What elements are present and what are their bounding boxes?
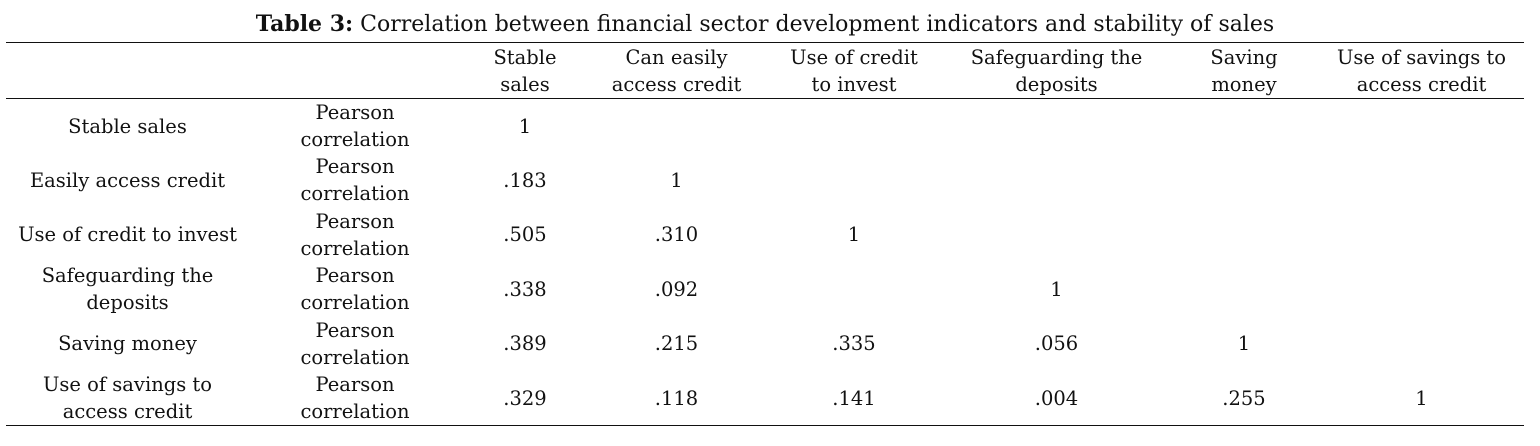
table-row: Stable sales Pearson correlation 1: [6, 99, 1524, 154]
table-cell: .215: [654, 332, 699, 356]
table-cell: [944, 153, 1169, 208]
statistic-label: Pearson correlation: [300, 101, 410, 151]
row-label: Safeguarding the deposits: [41, 264, 214, 315]
table-cell: [944, 99, 1169, 154]
table-cell: .092: [654, 277, 699, 301]
statistic-label: Pearson correlation: [300, 264, 410, 315]
column-header-6: Saving money: [1169, 42, 1319, 99]
table-cell: 1: [1237, 332, 1251, 356]
table-header: Stable sales Can easily access credit Use of…: [6, 42, 1524, 99]
table-cell: .118: [589, 371, 764, 426]
table-cell: [1319, 317, 1524, 372]
statistic-label: Pearson correlation: [249, 371, 461, 426]
table-row: Safeguarding the deposits Pearson correlati…: [6, 262, 1524, 317]
table-row: Easily access credit Pearson correlation .1…: [6, 153, 1524, 208]
table-cell: .335: [832, 332, 876, 356]
column-header-0: [6, 42, 249, 99]
table-cell: .141: [764, 371, 944, 426]
statistic-label: Pearson correlation: [300, 318, 410, 369]
table-caption-text: Correlation between financial sector dev…: [353, 12, 1275, 37]
table-cell: [764, 153, 944, 208]
table-cell: 1: [847, 223, 861, 247]
statistic-label: Pearson correlation: [300, 155, 410, 206]
table-cell: .056: [1034, 332, 1079, 356]
column-header-4: Use of credit to invest: [764, 42, 944, 99]
table-cell: [1319, 262, 1524, 317]
table-row: Saving money Pearson correlation .389 .215 .3…: [6, 317, 1524, 372]
table-cell: [1319, 153, 1524, 208]
table-cell: .004: [944, 371, 1169, 426]
row-label: Use of credit to invest: [18, 223, 237, 247]
table-cell: [1169, 208, 1319, 263]
row-label: Stable sales: [68, 114, 187, 138]
row-label: Use of savings to access credit: [6, 371, 249, 426]
table-cell: .183: [503, 168, 547, 192]
column-header-5: Safeguarding the deposits: [944, 42, 1169, 99]
column-header-3: Can easily access credit: [589, 42, 764, 99]
table-cell: .329: [461, 371, 589, 426]
table-cell: 1: [1319, 371, 1524, 426]
table-cell: [589, 99, 764, 154]
table-cell: .389: [503, 332, 547, 356]
table-row: Use of credit to invest Pearson correlatio…: [6, 208, 1524, 263]
table-cell: 1: [670, 168, 683, 192]
table-cell: .255: [1169, 371, 1319, 426]
correlation-table: Stable sales Can easily access credit Use of…: [6, 42, 1524, 426]
table-cell: .338: [503, 277, 547, 301]
table-cell: [1169, 99, 1319, 154]
row-label: Saving money: [58, 332, 197, 356]
table-cell: 1: [518, 114, 532, 138]
column-header-1: [249, 42, 461, 99]
table-caption-label: Table 3:: [255, 11, 354, 37]
row-label: Easily access credit: [29, 168, 226, 192]
header-row: Stable sales Can easily access credit Use of…: [6, 42, 1524, 99]
table-cell: [764, 99, 944, 154]
table-cell: [1169, 262, 1319, 317]
table-caption: Table 3: Correlation between financial s…: [0, 10, 1530, 39]
table-cell: .505: [503, 223, 547, 247]
table-cell: [764, 262, 944, 317]
table-body: Stable sales Pearson correlation 1 Easily ac…: [6, 99, 1524, 426]
table-cell: [1169, 153, 1319, 208]
table-row: Use of savings to access credit Pearson cor…: [6, 371, 1524, 426]
table-cell: [944, 208, 1169, 263]
table-cell: [1319, 99, 1524, 154]
table-cell: 1: [1050, 277, 1063, 301]
column-header-7: Use of savings to access credit: [1319, 42, 1524, 99]
table-cell: [1319, 208, 1524, 263]
column-header-2: Stable sales: [461, 42, 589, 99]
table-cell: .310: [654, 223, 699, 247]
statistic-label: Pearson correlation: [300, 209, 410, 260]
